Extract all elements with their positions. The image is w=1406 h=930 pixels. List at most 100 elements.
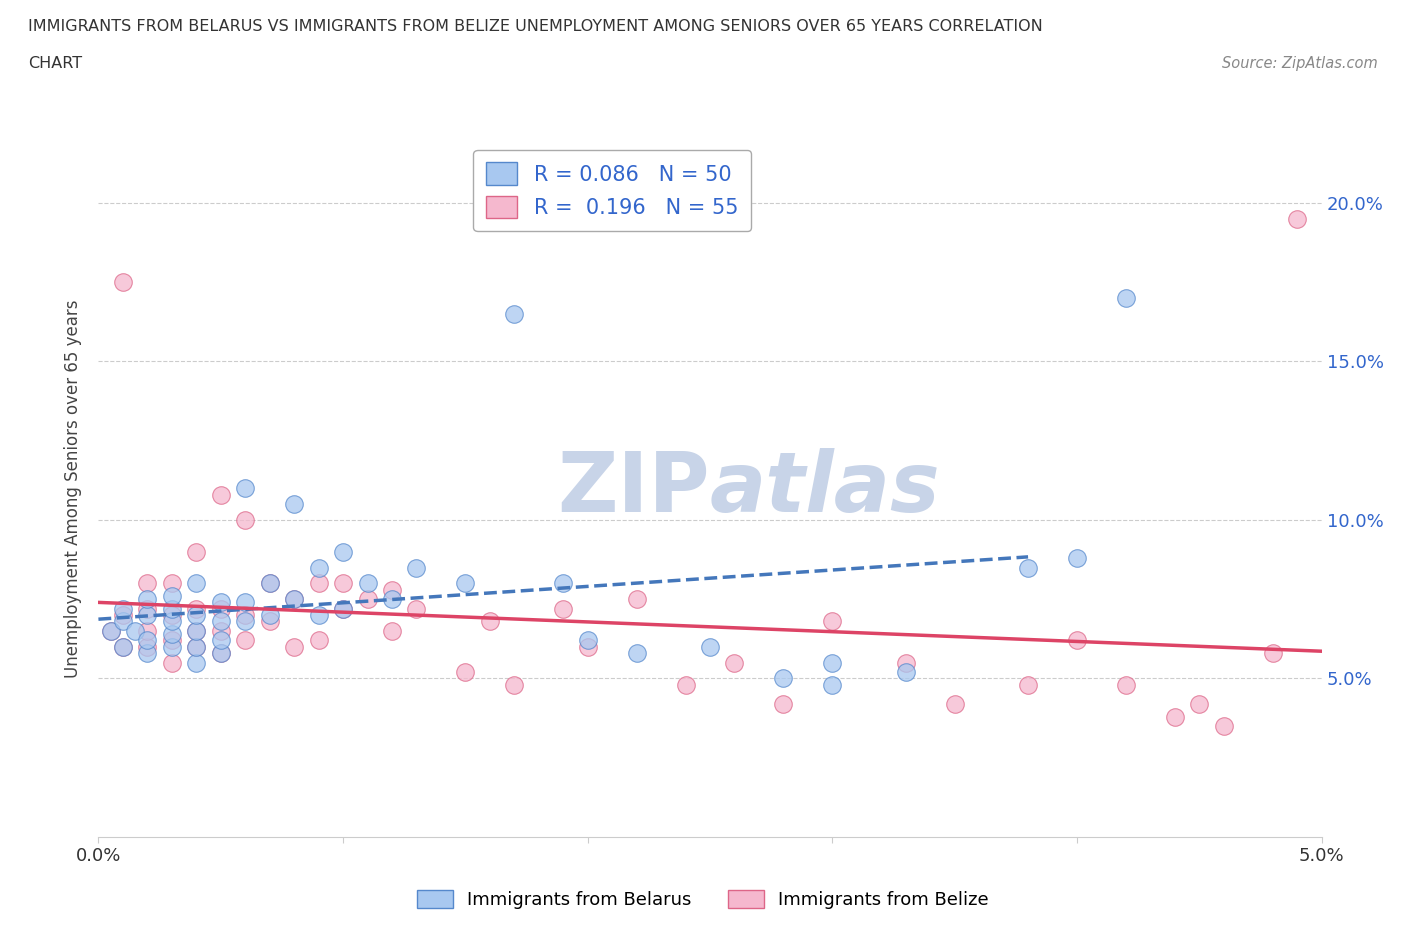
Point <box>186 639 208 654</box>
Point <box>308 576 330 591</box>
Point <box>1286 211 1309 226</box>
Point <box>699 639 721 654</box>
Point <box>186 607 208 622</box>
Point <box>576 639 599 654</box>
Point <box>405 560 427 575</box>
Point <box>381 582 404 597</box>
Point <box>160 576 183 591</box>
Point <box>233 607 256 622</box>
Point <box>356 591 378 606</box>
Point <box>772 671 794 686</box>
Point <box>1164 709 1187 724</box>
Point <box>1261 645 1284 660</box>
Point <box>553 602 575 617</box>
Point <box>186 655 208 670</box>
Point <box>111 639 134 654</box>
Point <box>1017 560 1039 575</box>
Point <box>111 614 134 629</box>
Point <box>626 591 648 606</box>
Point <box>259 607 281 622</box>
Point <box>943 697 966 711</box>
Point <box>1115 290 1137 305</box>
Point <box>233 595 256 610</box>
Point <box>356 576 378 591</box>
Point <box>136 623 159 638</box>
Point <box>772 697 794 711</box>
Point <box>576 633 599 648</box>
Point <box>160 639 183 654</box>
Point <box>553 576 575 591</box>
Point <box>160 607 183 622</box>
Point <box>136 602 159 617</box>
Point <box>160 655 183 670</box>
Point <box>209 633 232 648</box>
Point <box>136 576 159 591</box>
Point <box>160 633 183 648</box>
Point <box>233 614 256 629</box>
Point <box>332 602 354 617</box>
Point <box>136 607 159 622</box>
Point <box>186 544 208 559</box>
Point <box>1188 697 1211 711</box>
Point <box>209 595 232 610</box>
Point <box>1017 677 1039 692</box>
Point <box>111 602 134 617</box>
Point <box>454 665 477 680</box>
Y-axis label: Unemployment Among Seniors over 65 years: Unemployment Among Seniors over 65 years <box>65 299 83 677</box>
Point <box>283 497 305 512</box>
Point <box>723 655 745 670</box>
Point <box>503 306 526 321</box>
Point <box>1066 551 1088 565</box>
Point <box>186 623 208 638</box>
Point <box>503 677 526 692</box>
Point <box>186 639 208 654</box>
Point <box>259 614 281 629</box>
Point <box>381 591 404 606</box>
Point <box>160 602 183 617</box>
Text: CHART: CHART <box>28 56 82 71</box>
Point <box>821 614 844 629</box>
Point <box>259 576 281 591</box>
Point <box>283 591 305 606</box>
Point <box>209 645 232 660</box>
Legend: Immigrants from Belarus, Immigrants from Belize: Immigrants from Belarus, Immigrants from… <box>409 883 997 916</box>
Point <box>308 560 330 575</box>
Point <box>821 655 844 670</box>
Point <box>1066 633 1088 648</box>
Point <box>332 544 354 559</box>
Point <box>454 576 477 591</box>
Text: Source: ZipAtlas.com: Source: ZipAtlas.com <box>1222 56 1378 71</box>
Point <box>111 607 134 622</box>
Text: ZIP: ZIP <box>558 447 710 529</box>
Point <box>209 614 232 629</box>
Point <box>209 623 232 638</box>
Point <box>308 607 330 622</box>
Point <box>1115 677 1137 692</box>
Point <box>186 623 208 638</box>
Point <box>405 602 427 617</box>
Point <box>111 274 134 289</box>
Point <box>283 591 305 606</box>
Point <box>381 623 404 638</box>
Point <box>100 623 122 638</box>
Point <box>626 645 648 660</box>
Point <box>894 665 917 680</box>
Point <box>209 487 232 502</box>
Text: IMMIGRANTS FROM BELARUS VS IMMIGRANTS FROM BELIZE UNEMPLOYMENT AMONG SENIORS OVE: IMMIGRANTS FROM BELARUS VS IMMIGRANTS FR… <box>28 19 1043 33</box>
Point <box>136 591 159 606</box>
Point <box>111 639 134 654</box>
Point <box>894 655 917 670</box>
Point <box>186 602 208 617</box>
Point <box>186 576 208 591</box>
Point <box>233 512 256 527</box>
Point <box>332 576 354 591</box>
Point <box>675 677 697 692</box>
Point <box>209 645 232 660</box>
Point <box>124 623 146 638</box>
Legend: R = 0.086   N = 50, R =  0.196   N = 55: R = 0.086 N = 50, R = 0.196 N = 55 <box>474 150 751 231</box>
Point <box>332 602 354 617</box>
Point <box>160 589 183 604</box>
Point <box>100 623 122 638</box>
Point <box>136 633 159 648</box>
Point <box>160 627 183 642</box>
